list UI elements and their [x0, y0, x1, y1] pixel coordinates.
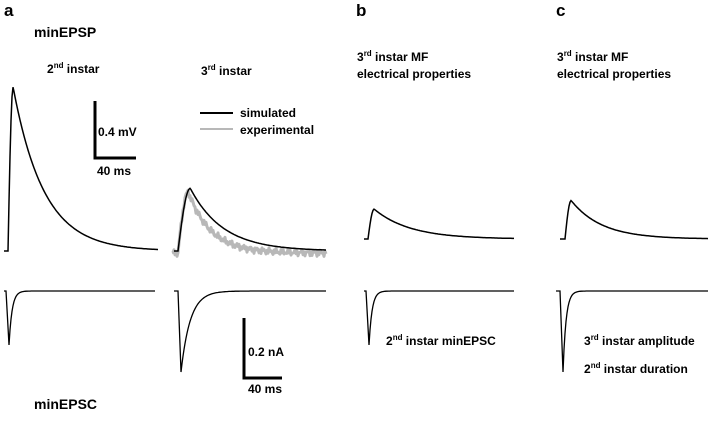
panel-c-title-line1: 3rd instar MF	[557, 49, 628, 64]
trace-epsp-panel-b	[364, 208, 514, 240]
panel-b-title-line2: electrical properties	[357, 67, 471, 81]
current-scale-time: 40 ms	[248, 382, 282, 396]
voltage-scale-time: 40 ms	[97, 164, 131, 178]
trace-epsp-2nd-instar	[4, 87, 158, 252]
trace-epsc-panel-c	[556, 290, 708, 373]
voltage-scale-amplitude: 0.4 mV	[98, 125, 137, 139]
voltage-scale-bar: 0.4 mV 40 ms	[93, 101, 137, 178]
current-scale-amplitude: 0.2 nA	[248, 345, 284, 359]
current-scale-bar-lines	[242, 318, 282, 380]
trace-epsp-3rd-instar-experimental	[171, 188, 328, 258]
minepsp-label: minEPSP	[34, 24, 96, 40]
legend: simulated experimental	[200, 106, 314, 137]
panel-c-epsc-label-line2: 2nd instar duration	[584, 361, 688, 376]
legend-label-simulated: simulated	[240, 106, 296, 120]
panel-letter-c: c	[556, 1, 565, 20]
current-scale-bar: 0.2 nA 40 ms	[242, 318, 284, 396]
panel-b-epsc-label: 2nd instar minEPSC	[386, 333, 496, 348]
panel-c-title: 3rd instar MF electrical properties	[557, 49, 671, 81]
panel-c-title-line2: electrical properties	[557, 67, 671, 81]
panel-letter-a: a	[4, 1, 14, 20]
minepsc-label: minEPSC	[34, 396, 97, 412]
trace-epsc-panel-b	[364, 290, 514, 346]
trace-epsc-2nd-instar	[4, 290, 155, 346]
legend-label-experimental: experimental	[240, 123, 314, 137]
panel-b-title: 3rd instar MF electrical properties	[357, 49, 471, 81]
title-2nd-instar: 2nd instar	[47, 61, 100, 76]
panel-b-title-line1: 3rd instar MF	[357, 49, 428, 64]
voltage-scale-bar-lines	[93, 101, 136, 160]
trace-epsc-3rd-instar	[174, 290, 326, 373]
panel-letter-b: b	[356, 1, 366, 20]
panel-c-epsc-label-line1: 3rd instar amplitude	[584, 333, 695, 348]
title-3rd-instar: 3rd instar	[201, 63, 252, 78]
trace-epsp-3rd-instar-simulated	[174, 187, 326, 252]
trace-epsp-panel-c	[560, 199, 709, 240]
